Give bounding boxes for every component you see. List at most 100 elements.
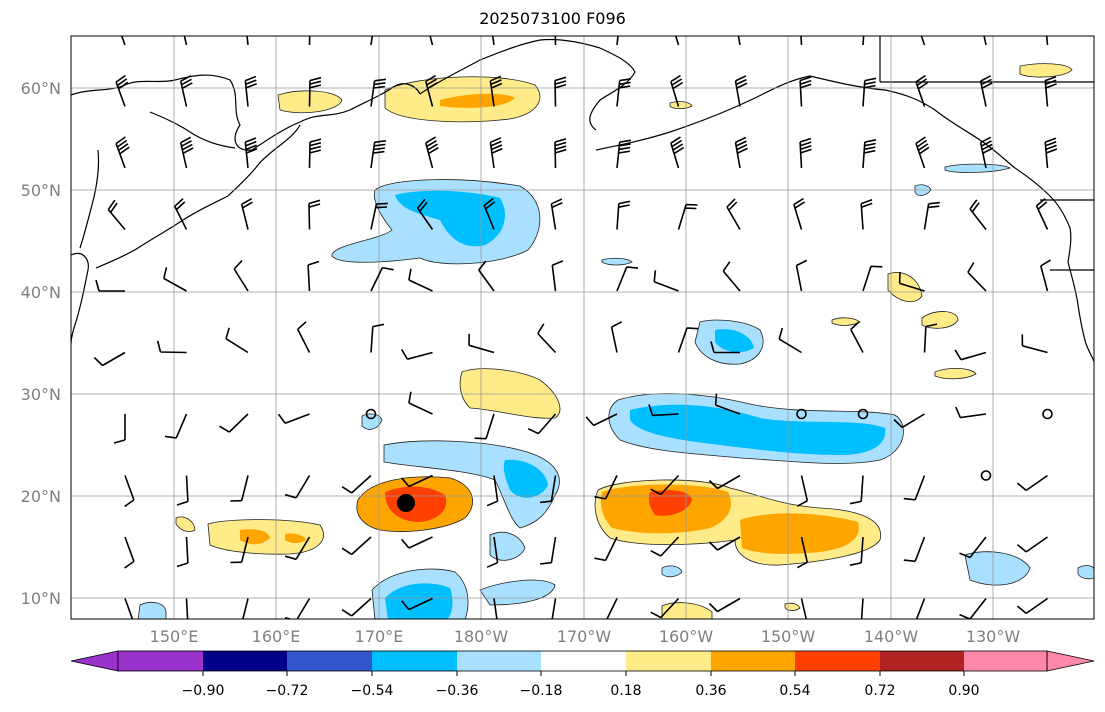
neg-region-sw <box>137 601 167 619</box>
wind-barb <box>176 536 189 568</box>
wind-barb <box>799 76 812 107</box>
wind-barb <box>903 536 926 563</box>
wind-barb <box>537 323 557 354</box>
coast-gulf-alaska <box>809 75 1016 169</box>
pos-region-central <box>887 272 923 303</box>
colorbar-segment <box>541 651 626 671</box>
wind-barb <box>653 270 679 292</box>
wind-barb <box>795 259 808 292</box>
wind-barb <box>714 393 741 415</box>
wind-barb <box>183 36 188 46</box>
lon-label: 150°E <box>150 627 199 646</box>
colorbar-tick-label: −0.54 <box>351 683 394 699</box>
wind-barb <box>95 279 125 292</box>
wind-barb <box>400 536 433 549</box>
colorbar-tick-label: 0.36 <box>695 683 726 699</box>
wind-barb <box>594 536 618 562</box>
wind-barb <box>1021 334 1048 354</box>
colorbar-segment <box>964 651 1047 671</box>
wind-barb <box>800 598 808 619</box>
wind-barb <box>115 136 130 169</box>
neg-region-small-a <box>601 257 633 266</box>
wind-barb <box>862 265 883 292</box>
wind-barb <box>124 475 135 508</box>
coast-kamchatka <box>227 124 301 197</box>
neg-core-band <box>630 404 886 455</box>
pos-core-tc <box>385 486 447 522</box>
wind-barb <box>429 36 434 46</box>
lon-label: 180°W <box>454 627 509 646</box>
wind-barb <box>554 138 567 169</box>
wind-barb <box>708 474 741 490</box>
wind-barb <box>489 75 503 107</box>
lon-label: 160°E <box>252 627 301 646</box>
wind-barb <box>850 321 864 353</box>
coast-okhotsk <box>149 111 236 149</box>
wind-barb <box>862 36 865 46</box>
wind-barb <box>903 475 926 501</box>
wind-barb <box>246 36 249 46</box>
pos-region-east <box>921 311 959 329</box>
colorbar-segment <box>795 651 880 671</box>
wind-barb <box>307 260 320 292</box>
wind-barb <box>670 136 685 169</box>
wind-barb <box>554 36 557 46</box>
wind-barb <box>163 267 187 292</box>
wind-barb <box>370 323 385 353</box>
wind-barb <box>540 475 557 504</box>
wind-barb <box>468 333 495 354</box>
wind-barb <box>489 137 503 169</box>
wind-barb <box>244 75 257 107</box>
wind-barb <box>849 536 864 566</box>
neg-core-hawaii-n <box>715 329 754 353</box>
wind-barb <box>225 327 249 354</box>
colorbar-segment <box>880 651 964 671</box>
wind-barb <box>240 198 253 230</box>
wind-barb <box>120 36 126 46</box>
wind-barb <box>491 36 495 46</box>
lon-label: 160°W <box>659 627 714 646</box>
wind-barb <box>1044 75 1057 107</box>
lat-label: 60°N <box>21 79 61 98</box>
wind-barb <box>93 351 126 367</box>
wind-barb <box>860 199 873 230</box>
pos-region-south-b <box>784 602 801 611</box>
wind-barb <box>923 201 940 230</box>
wind-barb <box>233 260 249 292</box>
wind-barb <box>915 74 929 107</box>
coast-aleutians <box>595 75 811 151</box>
wind-barb <box>179 75 193 107</box>
wind-barb <box>550 198 563 230</box>
colorbar-segment <box>626 651 711 671</box>
wind-barb <box>370 266 394 292</box>
wind-barb <box>370 140 387 169</box>
wind-barb <box>610 321 623 353</box>
wind-barb <box>708 536 741 551</box>
colorbar-tick-label: 0.18 <box>610 683 641 699</box>
wind-barb <box>486 536 499 568</box>
wind-barb <box>370 78 387 107</box>
wind-barb <box>277 413 310 425</box>
wind-barb <box>959 536 987 559</box>
colorbar: −0.90 −0.72 −0.54 −0.36 −0.18 0.18 0.36 … <box>70 650 1095 699</box>
wind-barb <box>341 536 372 556</box>
wind-barb <box>796 536 809 569</box>
wind-barb <box>474 413 495 440</box>
wind-barb <box>284 598 311 619</box>
wind-barb <box>862 139 877 169</box>
colorbar-segment <box>457 651 541 671</box>
wind-barb <box>341 597 372 617</box>
pos-mid-hawaii-east <box>740 513 859 554</box>
wind-barb <box>674 36 680 46</box>
wind-barb <box>486 475 499 507</box>
wind-barb <box>242 598 249 619</box>
wind-barb <box>616 36 619 46</box>
pos-region-alaska <box>1019 63 1073 78</box>
wind-barb <box>898 271 925 292</box>
colorbar-tick-label: −0.90 <box>182 683 225 699</box>
pos-region-south <box>661 602 713 619</box>
colorbar-tick-label: 0.54 <box>779 683 810 699</box>
wind-barb <box>296 321 311 353</box>
wind-barb <box>670 74 684 107</box>
wind-barb <box>800 36 803 46</box>
